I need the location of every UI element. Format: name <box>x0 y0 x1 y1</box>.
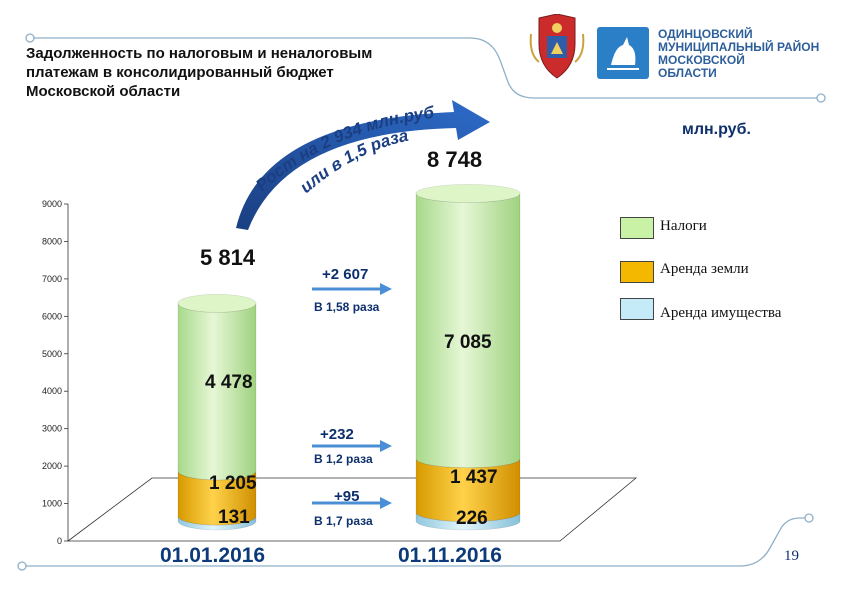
org-name-line: ОБЛАСТИ <box>658 66 717 80</box>
district-logo-icon <box>597 27 649 79</box>
change-delta: +2 607 <box>322 266 369 283</box>
legend-swatch-land-rent <box>620 261 654 283</box>
change-arrow-head <box>380 283 392 295</box>
y-tick-label: 6000 <box>42 311 62 321</box>
segment-label-1: 1 437 <box>450 467 498 488</box>
org-name: ОДИНЦОВСКИЙ МУНИЦИПАЛЬНЫЙ РАЙОН МОСКОВСК… <box>658 28 819 80</box>
segment-label-2: 7 085 <box>444 332 492 353</box>
bar-top-1 <box>415 184 521 203</box>
change-delta: +95 <box>334 488 360 505</box>
y-axis: 0 1000 2000 3000 4000 5000 6000 7000 8000 9000 <box>42 199 69 546</box>
change-ratio: В 1,7 раза <box>314 514 373 528</box>
change-delta: +232 <box>320 426 354 443</box>
change-arrows <box>312 283 392 509</box>
y-tick-label: 4000 <box>42 386 62 396</box>
coat-of-arms-icon <box>529 14 585 79</box>
y-tick-label: 3000 <box>42 424 62 434</box>
org-name-line: МУНИЦИПАЛЬНЫЙ РАЙОН <box>658 40 820 54</box>
segment-label-1: 1 205 <box>209 473 257 494</box>
legend-swatch-property-rent <box>620 298 654 320</box>
growth-arrow-shape <box>236 100 490 230</box>
y-tick-label: 1000 <box>42 499 62 509</box>
y-tick-label: 8000 <box>42 236 62 246</box>
total-label: 5 814 <box>200 245 256 270</box>
legend-label-property-rent: Аренда имущества <box>660 305 782 321</box>
legend-label-taxes: Налоги <box>660 218 707 234</box>
y-tick-label: 2000 <box>42 461 62 471</box>
change-arrow-head <box>380 440 392 452</box>
category-label: 01.01.2016 <box>160 544 266 567</box>
slide-title: Задолженность по налоговым и неналоговым… <box>26 45 373 100</box>
legend-swatch-taxes <box>620 217 654 239</box>
total-label: 8 748 <box>427 147 483 172</box>
org-name-line: ОДИНЦОВСКИЙ <box>658 27 753 41</box>
segment-label-0: 226 <box>456 508 488 529</box>
chart-floor <box>66 477 638 542</box>
unit-label: млн.руб. <box>682 121 751 138</box>
change-ratio: В 1,58 раза <box>314 300 380 314</box>
y-tick-label: 7000 <box>42 274 62 284</box>
legend-label-land-rent: Аренда земли <box>660 261 749 277</box>
change-ratio: В 1,2 раза <box>314 452 373 466</box>
bar-top-0 <box>177 293 257 313</box>
y-tick-label: 0 <box>57 536 62 546</box>
y-tick-label: 5000 <box>42 349 62 359</box>
org-name-line: МОСКОВСКОЙ <box>658 53 745 67</box>
bars <box>177 184 521 531</box>
page-number: 19 <box>784 548 799 564</box>
category-label: 01.11.2016 <box>398 544 502 567</box>
segment-label-2: 4 478 <box>205 372 253 393</box>
bar-segment-1-2 <box>415 193 521 469</box>
y-tick-label: 9000 <box>42 199 62 209</box>
segment-label-0: 131 <box>218 507 250 528</box>
change-arrow-head <box>380 497 392 509</box>
